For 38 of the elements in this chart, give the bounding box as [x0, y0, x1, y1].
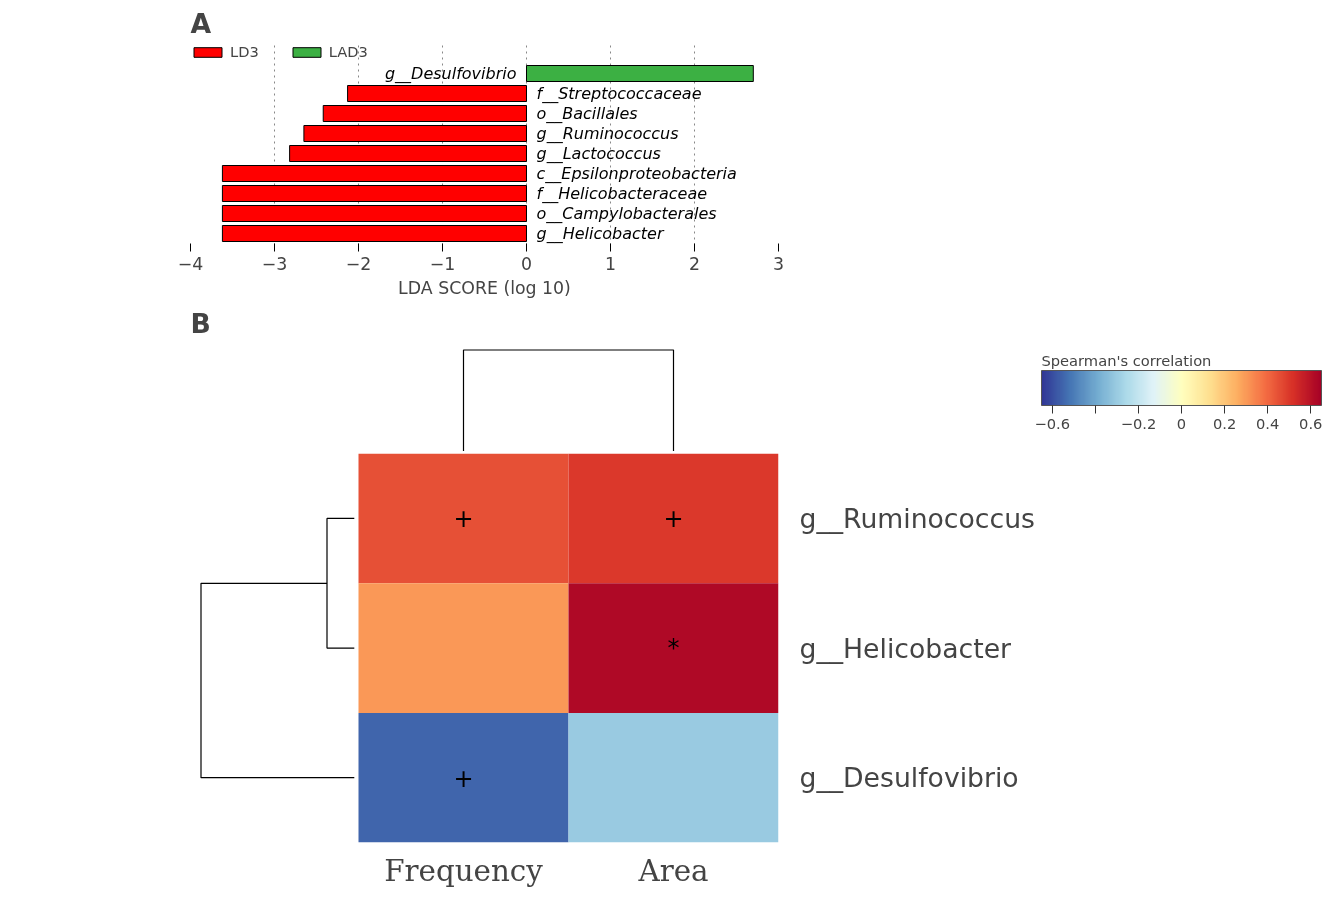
data-label: *	[667, 634, 680, 663]
y-tick-label: g__Helicobacter	[799, 632, 1012, 664]
x-tick-label: Area	[637, 853, 709, 888]
x-tick-label: −2	[345, 253, 372, 274]
legend-label: LD3	[230, 43, 259, 60]
x-tick-label: 2	[688, 253, 701, 274]
x-tick-label: 1	[604, 253, 617, 274]
x-tick-label: −3	[261, 253, 288, 274]
x-tick-label: 3	[772, 253, 785, 274]
color-bar-label: 0.4	[1256, 414, 1280, 432]
legend-label: LAD3	[328, 43, 368, 60]
data-label: +	[453, 505, 474, 534]
color-bar-label: 0	[1176, 414, 1187, 432]
y-tick-label: g__Ruminococcus	[799, 502, 1035, 534]
color-bar-label: 0.6	[1299, 414, 1323, 432]
category-label: g__Helicobacter	[536, 224, 664, 243]
data-label: +	[663, 505, 684, 534]
data-label: +	[453, 764, 474, 793]
category-label: o__Campylobacterales	[536, 204, 717, 223]
color-bar-label: −0.6	[1034, 414, 1071, 432]
x-tick-label: −4	[177, 253, 204, 274]
category-label: o__Bacillales	[536, 104, 638, 123]
category-label: c__Epsilonproteobacteria	[536, 164, 737, 183]
category-label: f__Helicobacteraceae	[536, 184, 708, 203]
category-label: g__Desulfovibrio	[384, 64, 517, 83]
category-label: f__Streptococcaceae	[536, 84, 702, 103]
x-tick-label: 0	[520, 253, 533, 274]
category-label: g__Ruminococcus	[536, 124, 679, 143]
x-tick-label: −1	[429, 253, 456, 274]
x-axis-title: LDA SCORE (log 10)	[398, 277, 571, 298]
category-label: g__Lactococcus	[536, 144, 661, 163]
text: B	[190, 307, 211, 339]
y-tick-label: g__Desulfovibrio	[799, 762, 1019, 794]
text: A	[190, 7, 212, 39]
x-tick-label: Frequency	[384, 853, 544, 888]
color-bar-title: Spearman's correlation	[1041, 351, 1212, 369]
color-bar-label: 0.2	[1212, 414, 1237, 432]
color-bar-label: −0.2	[1120, 414, 1157, 432]
